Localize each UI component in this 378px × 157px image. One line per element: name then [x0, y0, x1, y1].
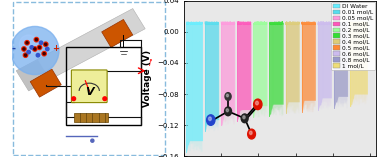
FancyBboxPatch shape [71, 70, 107, 103]
Circle shape [36, 54, 40, 57]
FancyBboxPatch shape [74, 113, 108, 122]
Circle shape [19, 35, 38, 54]
Circle shape [34, 48, 36, 50]
Circle shape [39, 46, 40, 49]
Circle shape [23, 53, 28, 57]
Text: +: + [52, 44, 59, 54]
FancyBboxPatch shape [13, 2, 166, 155]
Circle shape [34, 38, 39, 42]
Circle shape [33, 47, 37, 51]
Text: V: V [85, 87, 94, 97]
Circle shape [25, 54, 26, 56]
Circle shape [43, 42, 48, 46]
Polygon shape [30, 69, 61, 97]
Y-axis label: Voltage (V): Voltage (V) [143, 50, 152, 107]
Polygon shape [16, 60, 50, 91]
Legend: DI Water, 0.01 mol/L, 0.05 mol/L, 0.1 mol/L, 0.2 mol/L, 0.3 mol/L, 0.4 mol/L, 0.: DI Water, 0.01 mol/L, 0.05 mol/L, 0.1 mo… [332, 2, 375, 70]
Circle shape [45, 43, 47, 45]
Circle shape [11, 26, 59, 75]
Circle shape [35, 39, 37, 41]
Polygon shape [102, 19, 133, 47]
Circle shape [30, 46, 33, 49]
Circle shape [26, 42, 28, 44]
Circle shape [39, 41, 43, 44]
Polygon shape [16, 8, 145, 91]
Circle shape [91, 139, 94, 142]
Text: -: - [12, 44, 16, 54]
Circle shape [27, 50, 30, 54]
Circle shape [46, 47, 49, 51]
Circle shape [42, 51, 46, 56]
Circle shape [37, 45, 42, 50]
Circle shape [72, 97, 76, 101]
Text: I': I' [149, 59, 153, 68]
Circle shape [22, 47, 26, 51]
Circle shape [103, 97, 107, 101]
Circle shape [23, 48, 25, 50]
Circle shape [25, 41, 29, 45]
Circle shape [43, 53, 45, 55]
